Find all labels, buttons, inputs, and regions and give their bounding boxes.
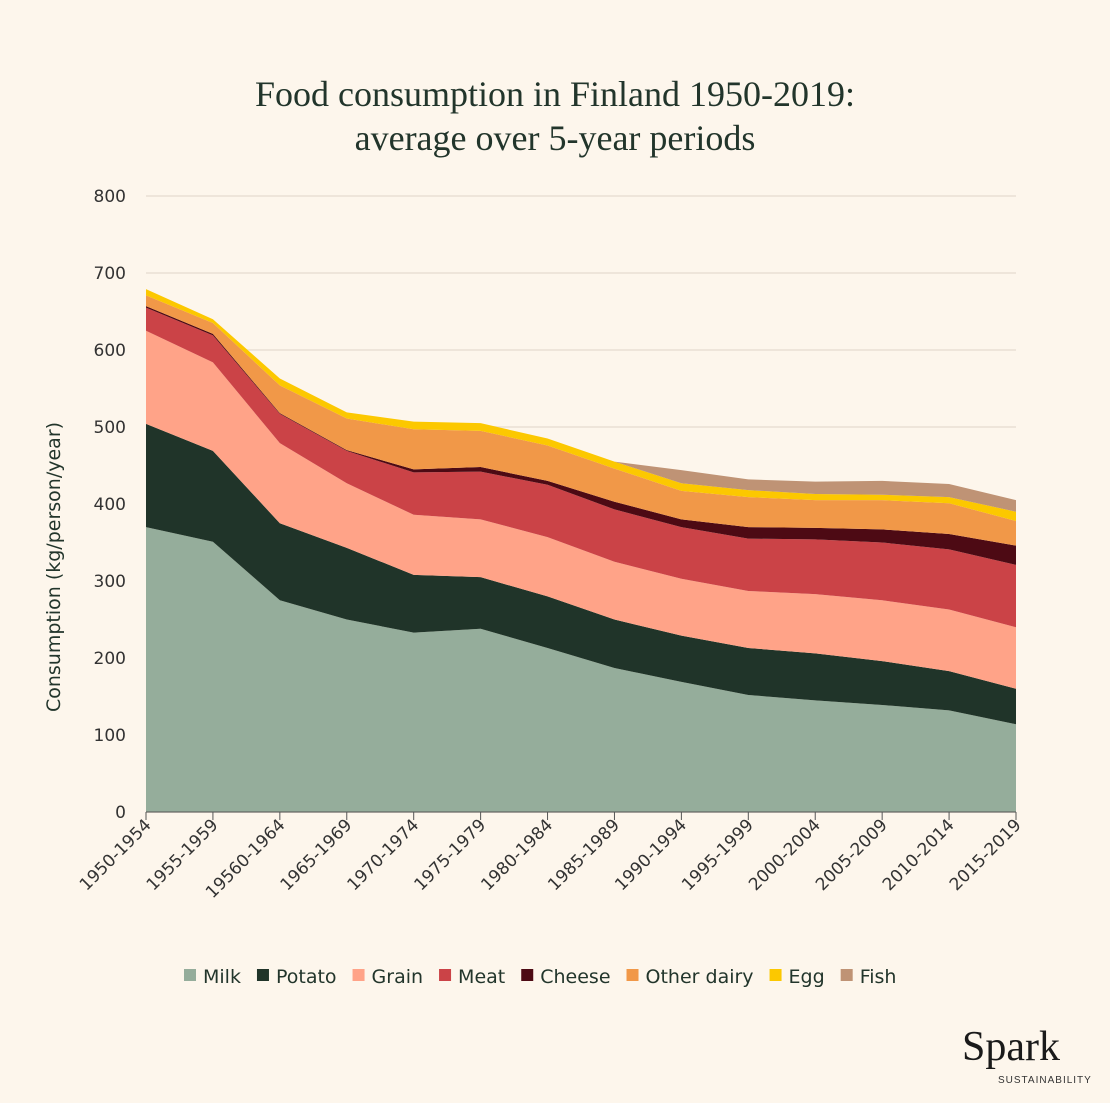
legend-label: Egg: [789, 966, 825, 988]
legend-label: Fish: [860, 966, 897, 988]
legend-swatch: [184, 969, 196, 981]
area-meat: [146, 307, 1016, 628]
title-line-1: Food consumption in Finland 1950-2019:: [254, 74, 855, 114]
y-axis-label: Consumption (kg/person/year): [43, 422, 65, 712]
area-cheese: [146, 306, 1016, 565]
spark-logo-subtitle: SUSTAINABILITY: [998, 1075, 1092, 1086]
y-tick-label: 300: [94, 572, 126, 592]
area-other-dairy: [146, 295, 1016, 546]
legend-item: Cheese: [521, 966, 611, 988]
area-potato: [146, 423, 1016, 725]
legend-swatch: [352, 969, 365, 981]
x-tick-label: 1950-1954: [76, 815, 156, 895]
legend-swatch: [626, 969, 639, 981]
area-grain: [146, 330, 1016, 689]
chart-title: Food consumption in Finland 1950-2019: a…: [0, 72, 1110, 160]
legend-label: Potato: [276, 966, 337, 988]
legend-swatch: [840, 969, 853, 981]
legend-label: Milk: [203, 966, 241, 988]
y-tick-label: 700: [94, 264, 126, 284]
legend-label: Cheese: [540, 966, 610, 988]
y-tick-label: 0: [115, 803, 126, 823]
legend-label: Other dairy: [646, 966, 754, 988]
legend-item: Grain: [352, 966, 424, 988]
legend-swatch: [439, 969, 452, 981]
legend-swatch: [521, 969, 534, 981]
area-fish: [146, 289, 1016, 512]
area-egg: [146, 289, 1016, 521]
y-tick-label: 400: [94, 495, 126, 515]
legend-swatch: [256, 969, 269, 981]
legend-item: Egg: [769, 966, 825, 988]
y-tick-label: 800: [94, 187, 126, 207]
legend-item: Other dairy: [626, 966, 754, 988]
legend-label: Meat: [458, 966, 505, 988]
x-tick-label: 2015-2019: [946, 815, 1026, 895]
y-tick-label: 100: [94, 726, 126, 746]
y-tick-label: 200: [94, 649, 126, 669]
y-tick-label: 500: [94, 418, 126, 438]
legend-item: Milk: [184, 966, 241, 988]
x-tick-label: 2010-2014: [879, 815, 959, 895]
legend-label: Grain: [372, 966, 424, 988]
area-milk: [146, 527, 1016, 812]
legend-item: Fish: [840, 966, 897, 988]
title-line-2: average over 5-year periods: [354, 118, 756, 158]
legend-item: Potato: [256, 966, 337, 988]
legend-item: Meat: [439, 966, 505, 988]
legend-swatch: [769, 969, 782, 981]
y-tick-label: 600: [94, 341, 126, 361]
spark-logo: Spark: [962, 1024, 1060, 1070]
